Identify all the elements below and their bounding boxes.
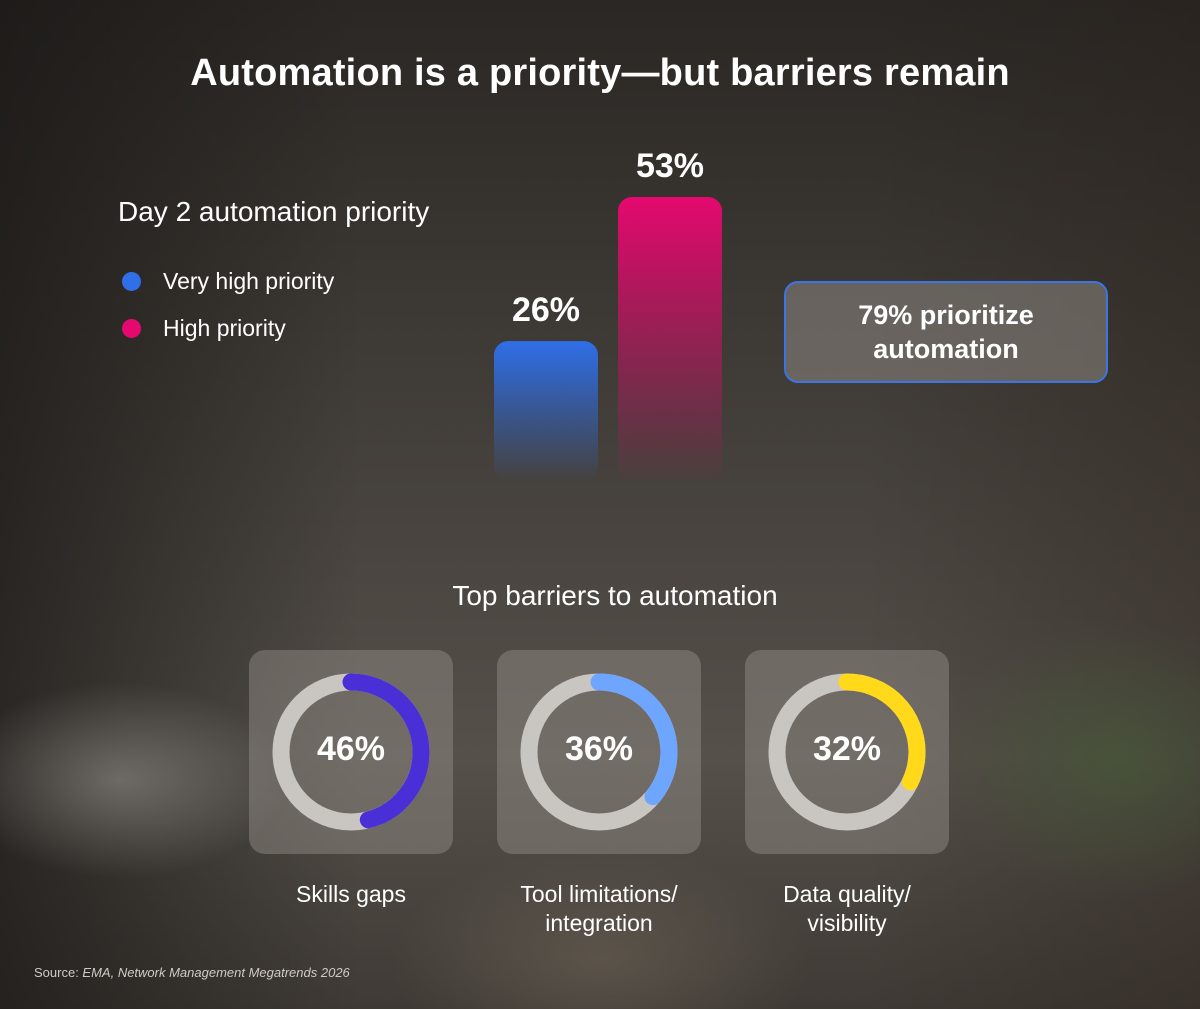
- legend-item-high: High priority: [122, 315, 286, 342]
- source-note: Source: EMA, Network Management Megatren…: [34, 965, 350, 980]
- barrier-card-tools: 36%: [497, 650, 701, 854]
- donut-arc: [520, 673, 678, 831]
- bar-very-high: [494, 341, 598, 480]
- bar-value-label: 26%: [512, 291, 580, 329]
- barrier-value: 32%: [812, 730, 882, 768]
- donut-tools: [520, 673, 678, 831]
- barrier-label-line: Tool limitations/: [520, 881, 678, 907]
- legend-dot-very-high: [122, 272, 141, 291]
- donut-data: [768, 673, 926, 831]
- prioritize-callout: 79% prioritize automation: [784, 281, 1108, 383]
- donut-arc: [768, 673, 926, 831]
- barrier-card-skills: 46%: [249, 650, 453, 854]
- barrier-card-data: 32%: [745, 650, 949, 854]
- page-title: Automation is a priority—but barriers re…: [190, 52, 1010, 94]
- barrier-value: 36%: [564, 730, 634, 768]
- barrier-label-line: Data quality/: [783, 881, 911, 907]
- barrier-label-line: visibility: [807, 910, 887, 936]
- priority-chart-title: Day 2 automation priority: [118, 196, 430, 227]
- donut-arc: [272, 673, 430, 831]
- barrier-label-line: Skills gaps: [296, 881, 406, 907]
- source-prefix: Source:: [34, 965, 83, 980]
- barrier-label-tools: Tool limitations/ integration: [469, 880, 729, 938]
- barrier-label-skills: Skills gaps: [221, 880, 481, 909]
- priority-bar-chart: 26% 53%: [494, 147, 722, 480]
- legend-dot-high: [122, 319, 141, 338]
- legend-item-very-high: Very high priority: [122, 268, 334, 295]
- legend-label-very-high: Very high priority: [163, 268, 335, 294]
- donut-skills: [272, 673, 430, 831]
- legend-label-high: High priority: [163, 315, 286, 341]
- barrier-label-line: integration: [545, 910, 653, 936]
- bar-value-label: 53%: [636, 147, 704, 185]
- barriers-title: Top barriers to automation: [452, 580, 778, 611]
- bar-high: [618, 197, 722, 480]
- source-text: EMA, Network Management Megatrends 2026: [82, 965, 350, 980]
- barrier-label-data: Data quality/ visibility: [717, 880, 977, 938]
- barrier-value: 46%: [316, 730, 386, 768]
